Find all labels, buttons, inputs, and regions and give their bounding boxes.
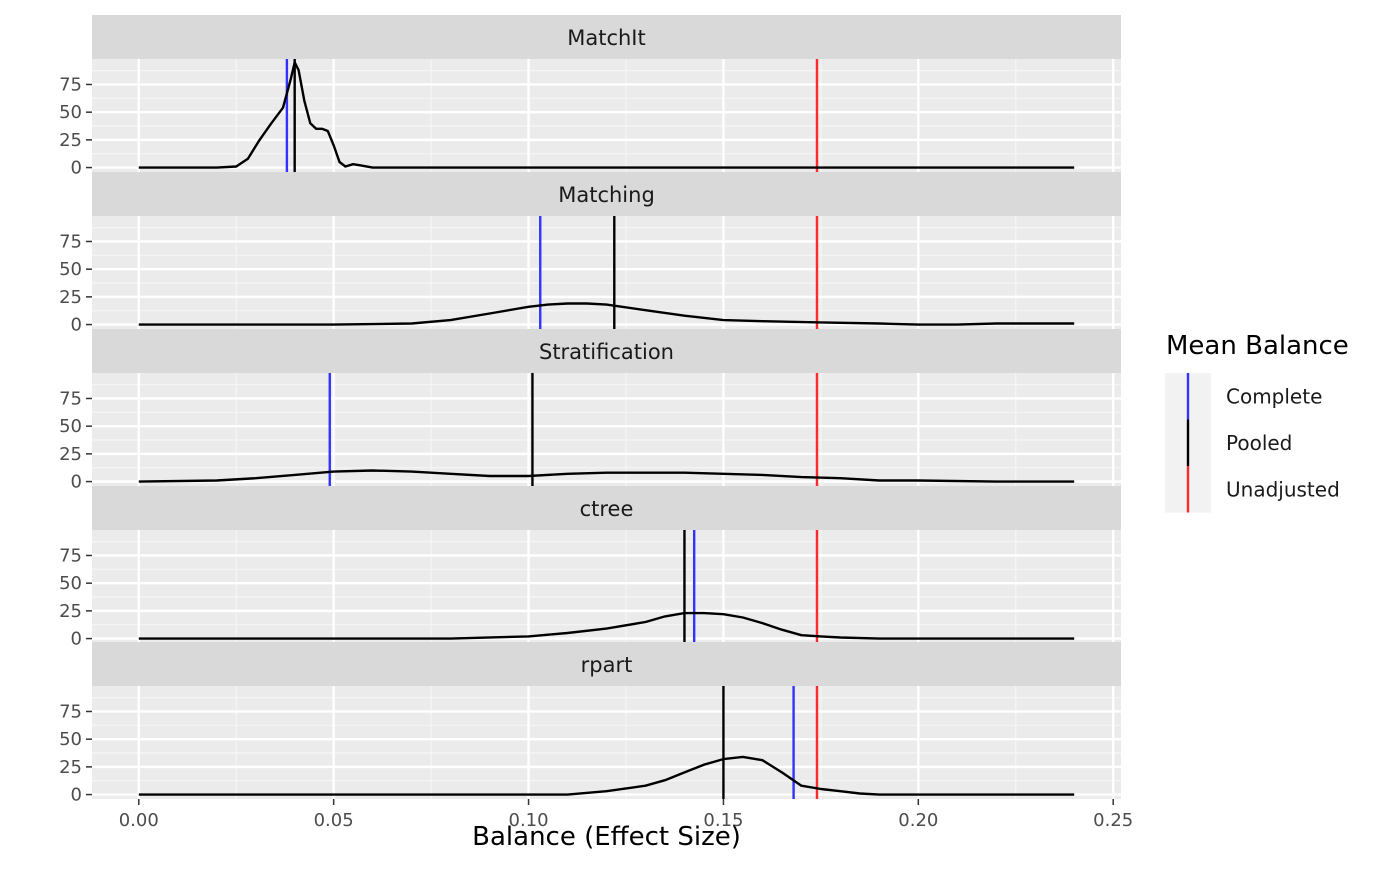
density-curve <box>138 302 1075 326</box>
panel-strip-label: ctree <box>580 497 634 521</box>
y-tick-label: 25 <box>59 287 82 308</box>
legend-title: Mean Balance <box>1166 331 1349 361</box>
x-tick-label: 0.25 <box>1093 810 1133 831</box>
y-tick-label: 0 <box>71 472 82 493</box>
panel-background <box>92 373 1121 486</box>
panel-background <box>92 530 1121 643</box>
y-tick-label: 75 <box>59 231 82 252</box>
y-tick-label: 25 <box>59 601 82 622</box>
panel-rpart: rpart 0 25 50 75 <box>59 642 1121 806</box>
panel-background <box>92 216 1121 329</box>
panel-strip <box>92 15 1121 59</box>
legend-label-complete: Complete <box>1226 384 1322 408</box>
panel-ctree: ctree 0 25 50 75 <box>59 486 1121 650</box>
panel-strip-label: Stratification <box>539 340 674 364</box>
panel-background <box>92 59 1121 172</box>
panel-strip-label: MatchIt <box>567 26 646 50</box>
x-tick-label: 0.15 <box>703 810 743 831</box>
y-tick-label: 75 <box>59 74 82 95</box>
y-tick-label: 50 <box>59 416 82 437</box>
y-tick-label: 0 <box>71 785 82 806</box>
y-tick-label: 50 <box>59 729 82 750</box>
density-curve <box>138 755 1075 796</box>
y-tick-label: 0 <box>71 158 82 179</box>
panel-background <box>92 686 1121 799</box>
y-tick-label: 50 <box>59 259 82 280</box>
legend-label-unadjusted: Unadjusted <box>1226 477 1340 501</box>
x-tick-label: 0.05 <box>314 810 354 831</box>
panel-strip <box>92 329 1121 373</box>
y-tick-label: 25 <box>59 444 82 465</box>
panel-strip <box>92 486 1121 530</box>
x-tick-label: 0.10 <box>509 810 549 831</box>
x-axis-title: Balance (Effect Size) <box>472 822 741 852</box>
legend-label-pooled: Pooled <box>1226 431 1292 455</box>
y-tick-label: 50 <box>59 102 82 123</box>
panel-strip <box>92 642 1121 686</box>
density-curve <box>138 61 1075 169</box>
y-tick-label: 75 <box>59 388 82 409</box>
y-tick-label: 0 <box>71 629 82 650</box>
density-curve <box>138 611 1075 640</box>
y-tick-label: 75 <box>59 545 82 566</box>
panel-strip <box>92 172 1121 216</box>
x-tick-label: 0.00 <box>119 810 159 831</box>
panel-stratification: Stratification 0 25 50 75 <box>59 329 1121 493</box>
y-tick-label: 50 <box>59 573 82 594</box>
panel-matching: Matching 0 25 50 75 <box>59 172 1121 336</box>
x-tick-label: 0.20 <box>898 810 938 831</box>
density-curve <box>138 469 1075 483</box>
legend: Mean Balance Complete Pooled Unadjusted <box>1165 331 1349 513</box>
panel-strip-label: rpart <box>581 653 633 677</box>
y-tick-label: 75 <box>59 701 82 722</box>
panel-matchit: MatchIt 0 25 50 75 <box>59 15 1121 179</box>
y-tick-label: 25 <box>59 757 82 778</box>
y-tick-label: 25 <box>59 130 82 151</box>
panel-strip-label: Matching <box>558 183 655 207</box>
y-tick-label: 0 <box>71 315 82 336</box>
